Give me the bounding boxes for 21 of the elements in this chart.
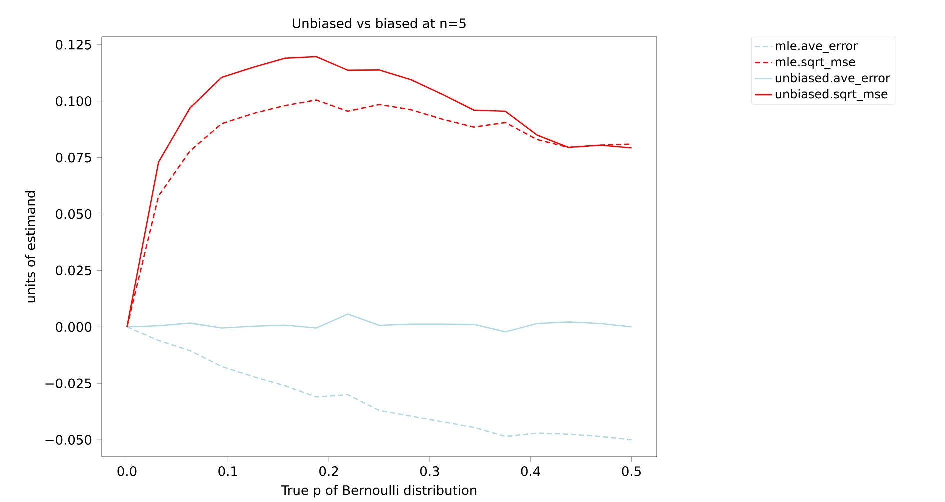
chart-title: Unbiased vs biased at n=5 (293, 18, 466, 28)
x-tick-label: 0.2 (320, 466, 338, 476)
y-tick-label: 0.000 (56, 322, 92, 332)
y-tick-label: 0.075 (56, 152, 92, 163)
y-tick-label: −0.025 (46, 378, 92, 388)
x-tick-label: 0.4 (521, 466, 540, 476)
legend-label: unbiased.ave_error (776, 73, 890, 86)
y-axis-title: units of estimand (25, 191, 36, 303)
x-tick-label: 0.1 (218, 466, 238, 476)
y-tick-label: 0.100 (56, 96, 92, 106)
x-tick-label: 0.3 (420, 466, 440, 476)
y-tick-label: 0.025 (56, 266, 92, 276)
y-tick-label: 0.125 (56, 40, 92, 50)
legend-label: mle.ave_error (776, 41, 858, 54)
x-axis-title: True p of Bernoulli distribution (281, 485, 477, 498)
legend-label: unbiased.sqrt_mse (776, 89, 888, 102)
y-tick-label: 0.050 (56, 209, 92, 220)
legend-label: mle.sqrt_mse (776, 57, 856, 70)
y-tick-label: −0.050 (46, 435, 92, 445)
x-tick-label: 0.0 (118, 466, 137, 476)
x-tick-label: 0.5 (622, 466, 641, 476)
